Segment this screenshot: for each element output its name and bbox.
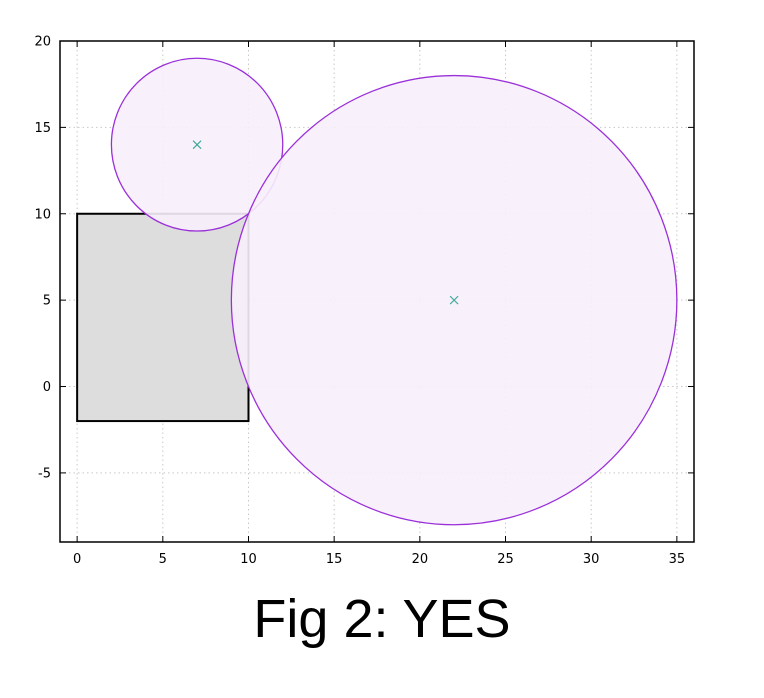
- x-tick-label: 15: [326, 552, 343, 567]
- y-tick-label: 5: [43, 294, 51, 309]
- y-tick-label: 15: [34, 121, 51, 136]
- rectangle: [76, 212, 250, 423]
- axis-ticks: 0 5 10 15 20 25 30 35 -5 0 5 10 15 20: [34, 35, 694, 567]
- x-tick-label: 0: [73, 552, 81, 567]
- center-marker-2: [449, 295, 459, 305]
- x-tick-label: 10: [240, 552, 257, 567]
- x-tick-label: 30: [583, 552, 600, 567]
- y-tick-label: 10: [34, 207, 51, 222]
- x-tick-label: 35: [669, 552, 686, 567]
- figure-caption: Fig 2: YES: [253, 589, 511, 649]
- x-tick-label: 20: [412, 552, 429, 567]
- y-tick-label: -5: [38, 466, 51, 481]
- plot-frame: [59, 40, 695, 543]
- chart: 0 5 10 15 20 25 30 35 -5 0 5 10 15 20: [34, 35, 695, 567]
- shapes: [76, 57, 678, 526]
- y-tick-label: 20: [34, 35, 51, 50]
- center-marker-stroke: [192, 140, 202, 150]
- y-tick-label: 0: [43, 380, 51, 395]
- center-marker-stroke: [449, 295, 459, 305]
- center-marker-1: [192, 140, 202, 150]
- x-tick-label: 5: [159, 552, 167, 567]
- x-tick-label: 25: [497, 552, 514, 567]
